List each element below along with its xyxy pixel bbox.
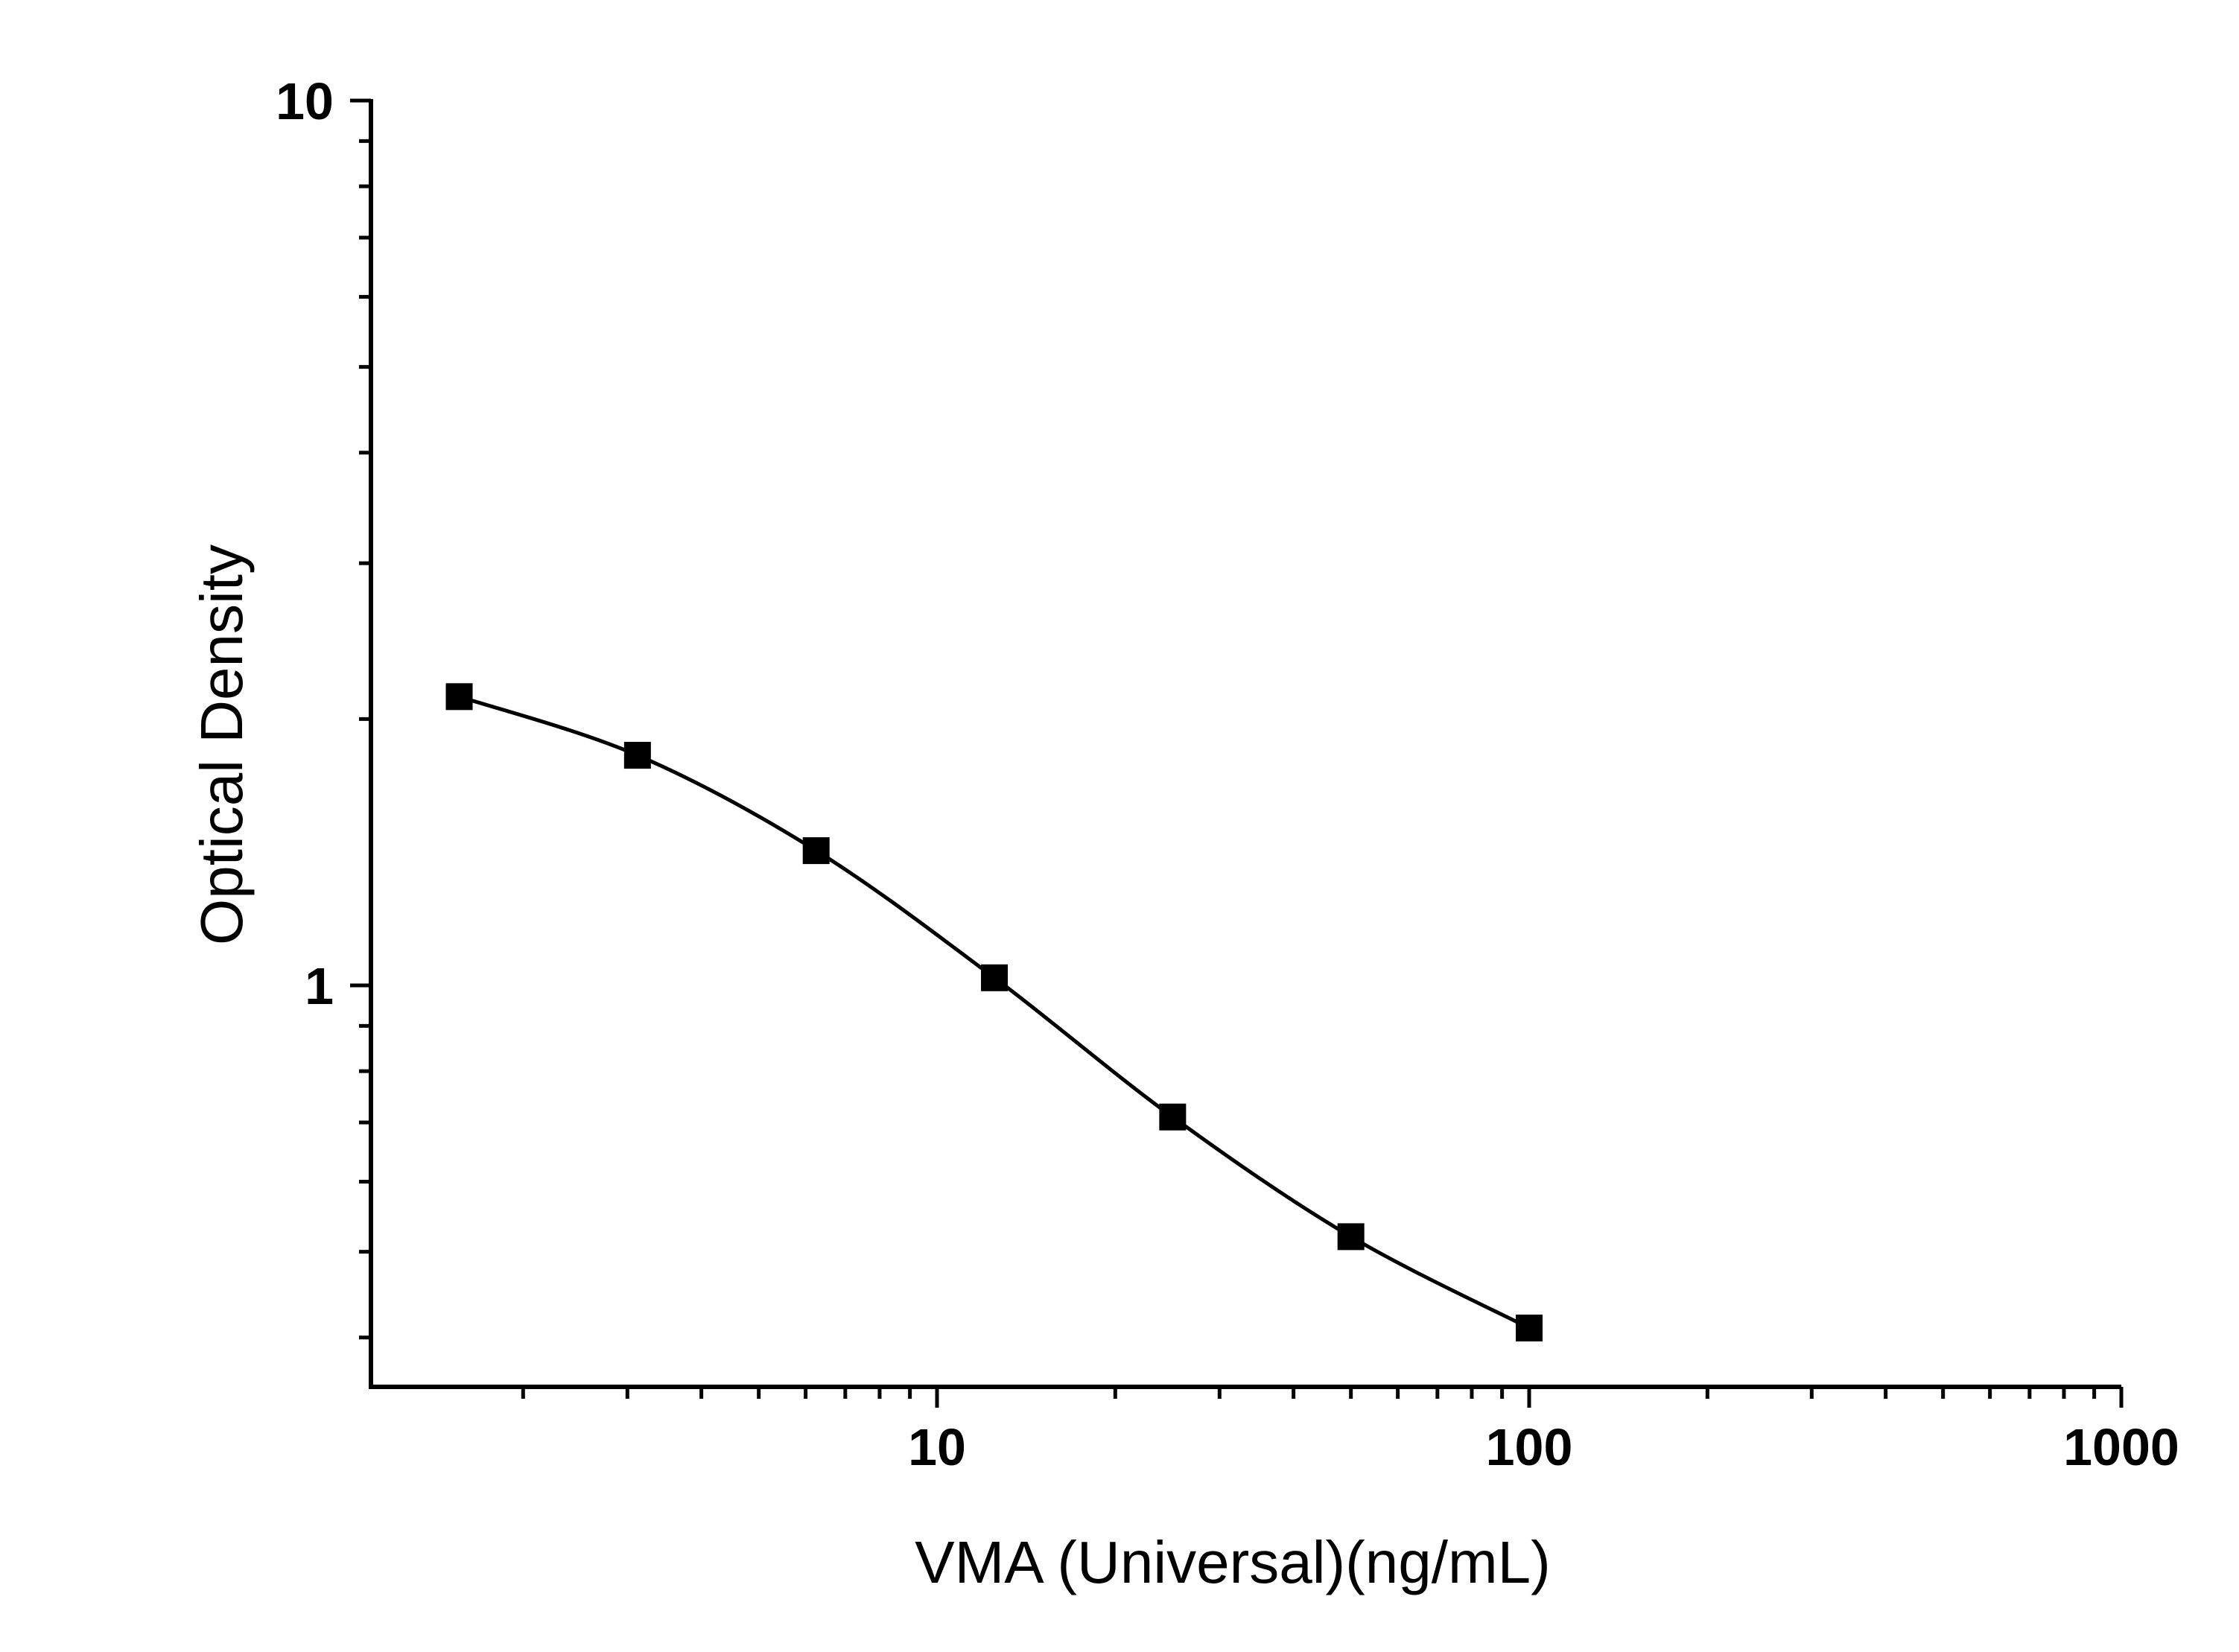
- tick-labels: 10 100 1000 1 10: [276, 72, 2179, 1476]
- y-axis-title: Optical Density: [188, 544, 255, 945]
- data-point-marker: [1516, 1315, 1543, 1342]
- data-point-marker: [623, 742, 651, 769]
- y-tick-label: 10: [276, 72, 334, 130]
- data-point-marker: [445, 683, 473, 711]
- y-tick-label: 1: [305, 957, 334, 1015]
- data-point-marker: [981, 964, 1009, 991]
- series-line: [458, 694, 1531, 1330]
- x-tick-label: 1000: [2063, 1418, 2179, 1476]
- axes: [369, 99, 2121, 1389]
- axis-ticks: [350, 98, 2124, 1408]
- x-tick-label: 10: [908, 1418, 966, 1476]
- fitted-curve: [458, 694, 1531, 1330]
- data-point-marker: [802, 837, 830, 865]
- data-point-marker: [1337, 1223, 1365, 1251]
- x-tick-label: 100: [1486, 1418, 1573, 1476]
- data-point-marker: [1159, 1103, 1187, 1131]
- data-points: [445, 683, 1543, 1342]
- x-axis-title: VMA (Universal)(ng/mL): [915, 1529, 1551, 1595]
